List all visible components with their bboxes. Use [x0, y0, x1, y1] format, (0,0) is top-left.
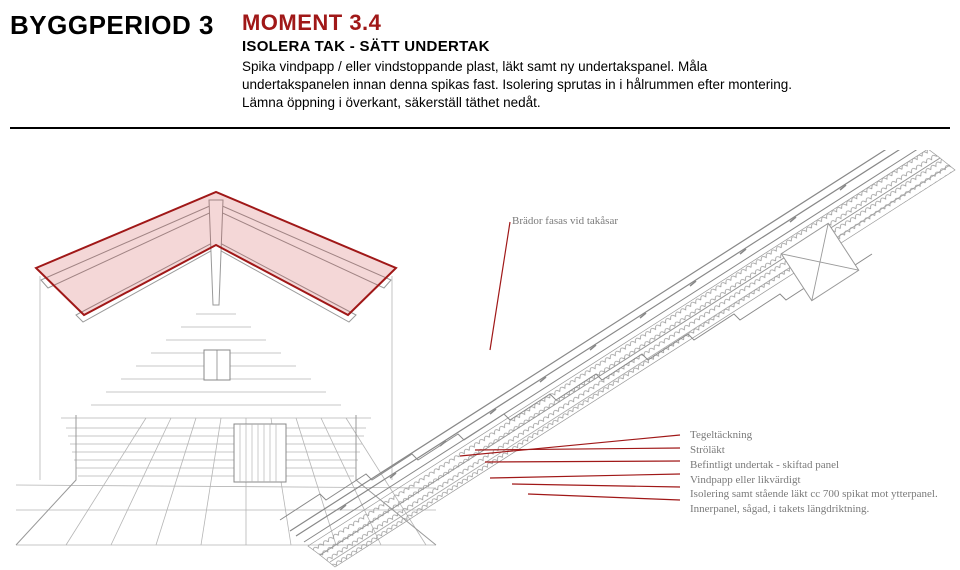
legend-item: Befintligt undertak - skiftad panel: [690, 458, 950, 473]
legend-item: Innerpanel, sågad, i takets längdriktnin…: [690, 502, 950, 517]
byggperiod-title: BYGGPERIOD 3: [10, 10, 214, 41]
header-right: MOMENT 3.4 ISOLERA TAK - SÄTT UNDERTAK S…: [242, 10, 960, 113]
moment-title: MOMENT 3.4: [242, 10, 880, 36]
divider: [10, 127, 950, 129]
subtitle: ISOLERA TAK - SÄTT UNDERTAK: [242, 38, 880, 55]
legend-item: Vindpapp eller likvärdigt: [690, 473, 950, 488]
legend-item: Tegeltäckning: [690, 428, 950, 443]
header: BYGGPERIOD 3 MOMENT 3.4 ISOLERA TAK - SÄ…: [0, 0, 960, 113]
label-top: Brädor fasas vid takåsar: [512, 214, 618, 229]
body-text: Spika vindpapp / eller vindstoppande pla…: [242, 58, 802, 113]
legend-item: Isolering samt stående läkt cc 700 spika…: [690, 487, 950, 502]
legend-item: Ströläkt: [690, 443, 950, 458]
legend-block: Tegeltäckning Ströläkt Befintligt undert…: [690, 428, 950, 517]
diagram-area: Brädor fasas vid takåsar Tegeltäckning S…: [0, 150, 960, 565]
